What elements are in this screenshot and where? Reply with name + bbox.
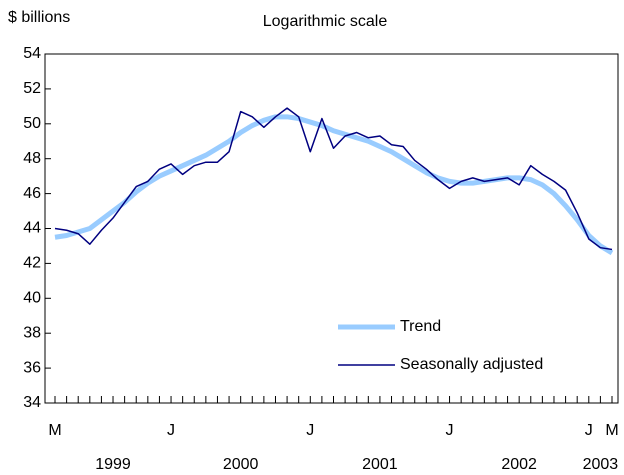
y-tick-label: 50 (23, 115, 41, 132)
y-tick-label: 36 (23, 359, 41, 376)
y-tick-label: 52 (23, 80, 41, 97)
plot-frame (44, 53, 619, 404)
y-tick-label: 46 (23, 185, 41, 202)
legend-label: Seasonally adjusted (400, 356, 543, 373)
y-tick-label: 40 (23, 290, 41, 307)
x-tick-label: J (167, 422, 175, 439)
legend-label: Trend (400, 318, 441, 335)
series-line (54, 114, 614, 256)
y-tick-label: 42 (23, 255, 41, 272)
y-tick-label: 38 (23, 324, 41, 341)
y-tick-label: 48 (23, 150, 41, 167)
x-group-label: 1999 (95, 456, 131, 473)
y-tick-label: 34 (23, 394, 41, 411)
x-tick-label: J (585, 422, 593, 439)
x-tick-label: M (48, 422, 61, 439)
chart-subtitle: Logarithmic scale (263, 13, 388, 30)
y-axis-unit: $ billions (8, 9, 70, 26)
x-tick-label: J (306, 422, 314, 439)
x-group-label: 2002 (501, 456, 537, 473)
series-line (54, 107, 613, 251)
x-group-label: 2001 (362, 456, 398, 473)
x-group-label: 2003 (583, 456, 619, 473)
x-tick-label: J (446, 422, 454, 439)
y-tick-label: 44 (23, 220, 41, 237)
y-tick-label: 54 (23, 45, 41, 62)
x-group-label: 2000 (223, 456, 259, 473)
x-tick-label: M (605, 422, 618, 439)
